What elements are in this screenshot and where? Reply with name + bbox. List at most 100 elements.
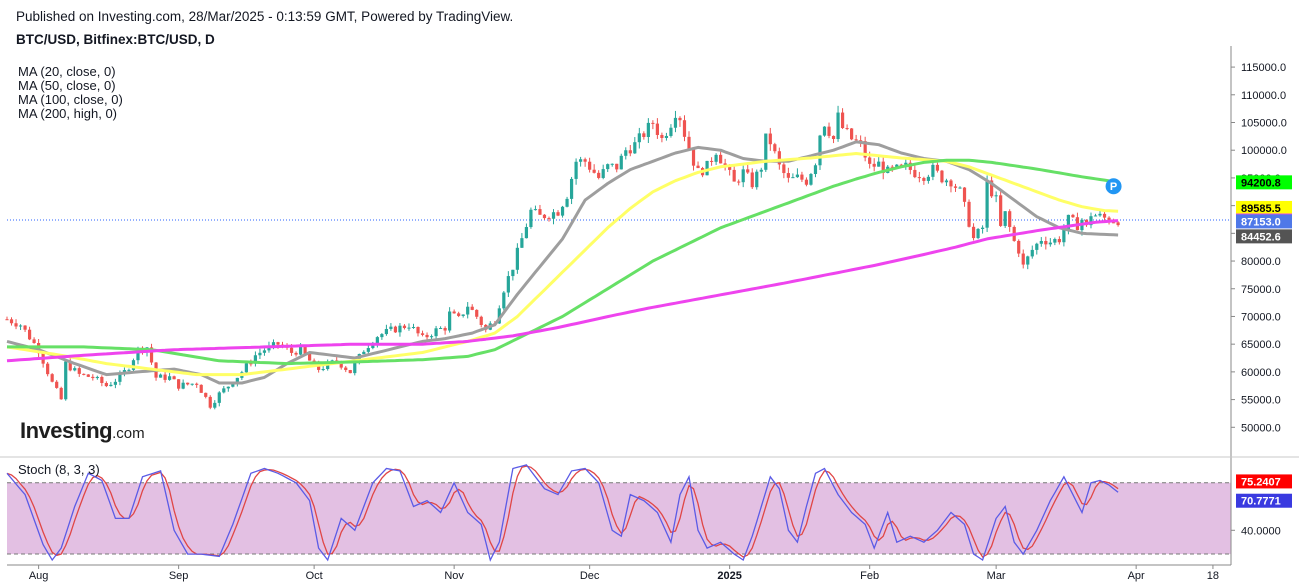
ma-line-3 [7,158,1119,366]
candle-body [782,164,786,174]
candle-body [109,384,113,387]
ma100-legend[interactable]: MA (100, close, 0) [18,92,123,107]
candle-body [262,350,267,353]
stoch-k-line [6,464,1119,562]
candle-body [746,169,750,173]
candle-body [457,313,461,316]
candle-body [890,166,894,168]
price-tag-label: 87153.0 [1241,216,1281,228]
candle-body [294,352,298,355]
time-tick-label: 18 [1207,570,1219,582]
time-tick-label: Nov [444,570,464,582]
candle-body [339,361,343,368]
candle-body [637,133,641,143]
candle-body [574,161,578,179]
candle-body [533,209,538,211]
candle-body [831,135,836,139]
candle-body [755,171,759,188]
candle-body [615,163,619,170]
candle-body [1035,243,1039,250]
candle-body [859,140,863,142]
candle-body [195,383,199,385]
candle-body [118,374,122,382]
candle-body [822,126,827,136]
candle-body [226,386,230,389]
candle-body [222,388,226,393]
candle-body [709,160,714,162]
candle-body [321,369,325,371]
candle-body [186,382,190,385]
price-tag-bg [1236,175,1292,190]
candle-body [68,361,72,371]
ma200-legend[interactable]: MA (200, high, 0) [18,106,117,121]
candle-body [407,327,411,329]
candle-body [705,160,709,176]
candle-body [913,169,917,178]
candle-body [1111,222,1116,224]
candle-body [953,186,958,188]
price-tag-bg [1236,214,1292,229]
candle-body [1089,216,1093,226]
candle-body [800,174,804,180]
ma-line-1 [6,140,1119,385]
candle-body [470,306,474,310]
candle-body [904,162,908,165]
time-tick-label: Sep [169,570,189,582]
candle-body [303,345,307,354]
candle-body [371,344,375,349]
candle-body [131,360,136,370]
candle-body [1048,242,1052,245]
candle-body [1030,249,1034,257]
candle-body [660,134,664,139]
candle-body [845,128,849,130]
marker-label: P [1110,181,1117,193]
candle-body [416,326,420,334]
candle-body [655,123,659,135]
candle-body [497,308,501,324]
candle-body [520,238,524,248]
candle-body [77,368,81,374]
candle-body [940,170,944,183]
candle-body [958,187,962,189]
stoch-band [7,482,1231,555]
candle-body [606,164,610,170]
candle-body [786,173,790,178]
candle-body [389,326,393,329]
ma20-legend[interactable]: MA (20, close, 0) [18,64,116,79]
stoch-legend[interactable]: Stoch (8, 3, 3) [18,462,100,477]
candle-body [5,319,9,321]
candle-body [597,172,601,178]
candle-body [73,368,77,371]
logo-wordmark: Investing [20,418,113,443]
candle-body [687,136,691,149]
candle-body [1044,241,1048,245]
candle-body [547,218,551,220]
candle-body [452,311,456,314]
candle-body [27,329,32,340]
candle-body [380,334,384,338]
ma50-legend[interactable]: MA (50, close, 0) [18,78,116,93]
candle-body [624,150,628,156]
candle-body [1053,239,1057,243]
candle-body [1057,239,1061,243]
candle-body [976,228,980,239]
time-tick-label: 2025 [717,570,741,582]
candle-body [1093,215,1098,217]
candle-body [167,376,172,380]
candle-body [538,209,542,215]
candle-body [926,176,930,181]
candle-body [551,212,556,219]
candle-body [619,155,623,170]
candle-body [642,133,646,137]
candle-body [55,381,59,388]
candle-body [795,174,800,178]
candle-body [271,342,276,346]
candle-body [583,159,587,162]
candle-body [565,198,569,207]
price-tick-label: 60000.0 [1241,367,1281,379]
candle-body [813,165,818,175]
candle-body [506,276,510,293]
candle-body [411,326,416,328]
candle-body [1017,240,1021,254]
